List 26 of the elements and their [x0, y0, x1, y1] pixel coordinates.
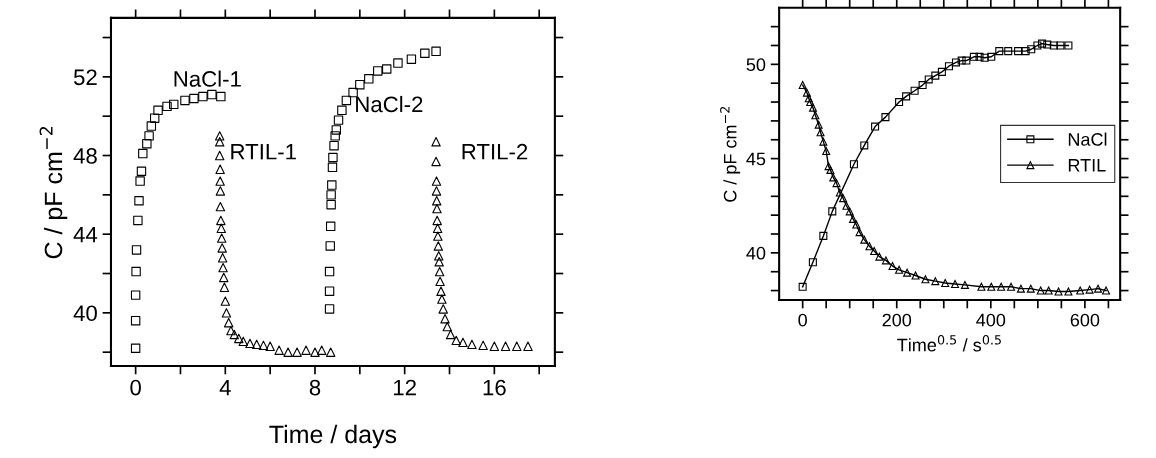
y-axis-title: C / pF cm$^{−2}$ — [39, 126, 68, 259]
x-tick-label: 16 — [483, 379, 506, 396]
y-tick-label: 50 — [746, 58, 766, 72]
legend-label: RTIL-2 — [462, 143, 528, 160]
x-axis-title: Time$^{0.5}$ / s$^{0.5}$ — [897, 335, 1001, 352]
x-tick-label: 200 — [882, 313, 912, 327]
x-tick-label: 400 — [976, 313, 1006, 327]
y-tick-label: 40 — [746, 246, 766, 260]
x-tick-label: 600 — [1070, 313, 1100, 327]
y-axis-title: C / pF cm$^{−2}$ — [720, 106, 741, 202]
legend-label: NaCl — [1068, 132, 1107, 146]
x-tick-label: 0 — [130, 379, 141, 396]
x-tick-label: 12 — [394, 379, 416, 396]
y-tick-label: 44 — [73, 226, 98, 243]
x-tick-label: 4 — [219, 379, 231, 396]
y-tick-label: 48 — [73, 148, 97, 164]
series-label: NaCl-1 — [174, 70, 241, 87]
series-label: NaCl-2 — [356, 95, 423, 113]
y-tick-label: 52 — [73, 69, 97, 86]
x-tick-label: 8 — [309, 379, 321, 396]
legend-label: RTIL — [1068, 159, 1106, 172]
x-axis-title: Time / days — [269, 424, 397, 449]
y-tick-label: 40 — [73, 305, 97, 322]
x-tick-label: 0 — [798, 313, 807, 327]
series-label: RTIL-1 — [231, 144, 296, 160]
y-tick-label: 45 — [746, 152, 766, 166]
